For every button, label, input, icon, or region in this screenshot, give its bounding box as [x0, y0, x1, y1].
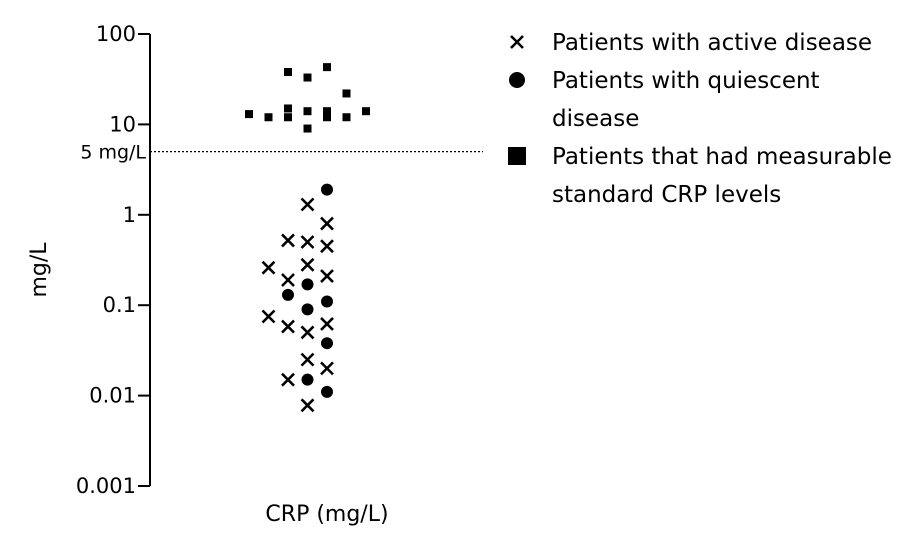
quiescent-disease-point: [282, 288, 294, 301]
quiescent-disease-point: [301, 278, 314, 291]
measurable-crp-point: [362, 107, 370, 116]
quiescent-disease-point: [321, 183, 333, 196]
active-disease-point: [300, 325, 315, 340]
active-disease-point-stroke: [320, 317, 334, 331]
active-disease-point-stroke: [300, 235, 315, 249]
active-disease-point-stroke: [320, 361, 334, 376]
active-disease-point: [261, 260, 276, 275]
measurable-crp-point: [303, 107, 312, 116]
legend-x-marker: [510, 35, 524, 49]
active-disease-point: [300, 257, 315, 272]
quiescent-disease-point: [301, 373, 314, 386]
active-disease-point-stroke: [281, 372, 295, 387]
active-disease-point: [300, 352, 315, 367]
active-disease-point: [320, 216, 334, 231]
active-disease-point-stroke: [261, 309, 276, 324]
active-disease-point: [300, 235, 315, 249]
quiescent-disease-point: [301, 303, 314, 316]
y-tick-label: 0.001: [76, 474, 136, 498]
active-disease-point: [281, 372, 295, 387]
measurable-crp-point: [284, 113, 292, 122]
measurable-crp-point: [303, 124, 312, 133]
active-disease-point: [320, 317, 334, 331]
y-tick-label: 10: [109, 112, 136, 136]
measurable-crp-point: [245, 110, 253, 119]
legend-square-marker: [508, 147, 526, 165]
legend-label: Patients with active disease: [552, 30, 872, 56]
reference-line-label: 5 mg/L: [80, 142, 146, 164]
active-disease-point-stroke: [261, 260, 276, 275]
active-disease-point-stroke: [300, 325, 315, 340]
y-ticks: 100 10 1 0.1 0.01 0.001: [76, 22, 150, 498]
active-disease-point: [320, 239, 334, 254]
active-disease-point-stroke: [281, 273, 295, 287]
measurable-crp-point: [342, 89, 351, 98]
active-disease-point: [281, 233, 295, 248]
active-disease-point: [320, 361, 334, 376]
legend-x-marker-stroke: [510, 35, 524, 49]
active-disease-point: [261, 309, 276, 324]
measurable-crp-point: [284, 67, 292, 76]
active-disease-point-stroke: [320, 239, 334, 254]
active-disease-point: [300, 197, 315, 212]
legend-label: Patients with quiescent: [552, 68, 820, 94]
active-disease-point-stroke: [300, 398, 315, 413]
legend-label: Patients that had measurable: [552, 144, 892, 170]
data-points: [245, 63, 370, 413]
active-disease-point: [281, 319, 295, 334]
y-tick-label: 100: [96, 22, 136, 46]
measurable-crp-point: [303, 73, 312, 82]
active-disease-point-stroke: [300, 197, 315, 212]
active-disease-point: [281, 273, 295, 287]
active-disease-point-stroke: [300, 257, 315, 272]
x-axis-title: CRP (mg/L): [265, 502, 388, 527]
legend-circle-marker: [509, 72, 525, 88]
measurable-crp-point: [264, 113, 273, 122]
y-tick-label: 0.01: [89, 384, 136, 408]
active-disease-point-stroke: [300, 352, 315, 367]
active-disease-point: [300, 398, 315, 413]
measurable-crp-point: [323, 63, 331, 72]
quiescent-disease-point: [321, 337, 333, 350]
active-disease-point-stroke: [281, 233, 295, 248]
legend: Patients with active disease Patients wit…: [508, 30, 892, 208]
quiescent-disease-point: [321, 295, 333, 308]
active-disease-point: [320, 269, 334, 283]
measurable-crp-point: [284, 104, 292, 113]
active-disease-point-stroke: [320, 269, 334, 283]
measurable-crp-point: [323, 107, 331, 116]
measurable-crp-point: [323, 113, 331, 122]
legend-label: disease: [552, 106, 639, 132]
reference-line-group: 5 mg/L: [80, 142, 483, 164]
y-axis-title: mg/L: [27, 242, 52, 298]
y-tick-label: 0.1: [103, 293, 136, 317]
quiescent-disease-point: [321, 385, 333, 398]
y-tick-label: 1: [123, 203, 136, 227]
active-disease-point-stroke: [320, 216, 334, 231]
active-disease-point-stroke: [281, 319, 295, 334]
legend-label: standard CRP levels: [552, 182, 781, 208]
measurable-crp-point: [342, 113, 351, 122]
